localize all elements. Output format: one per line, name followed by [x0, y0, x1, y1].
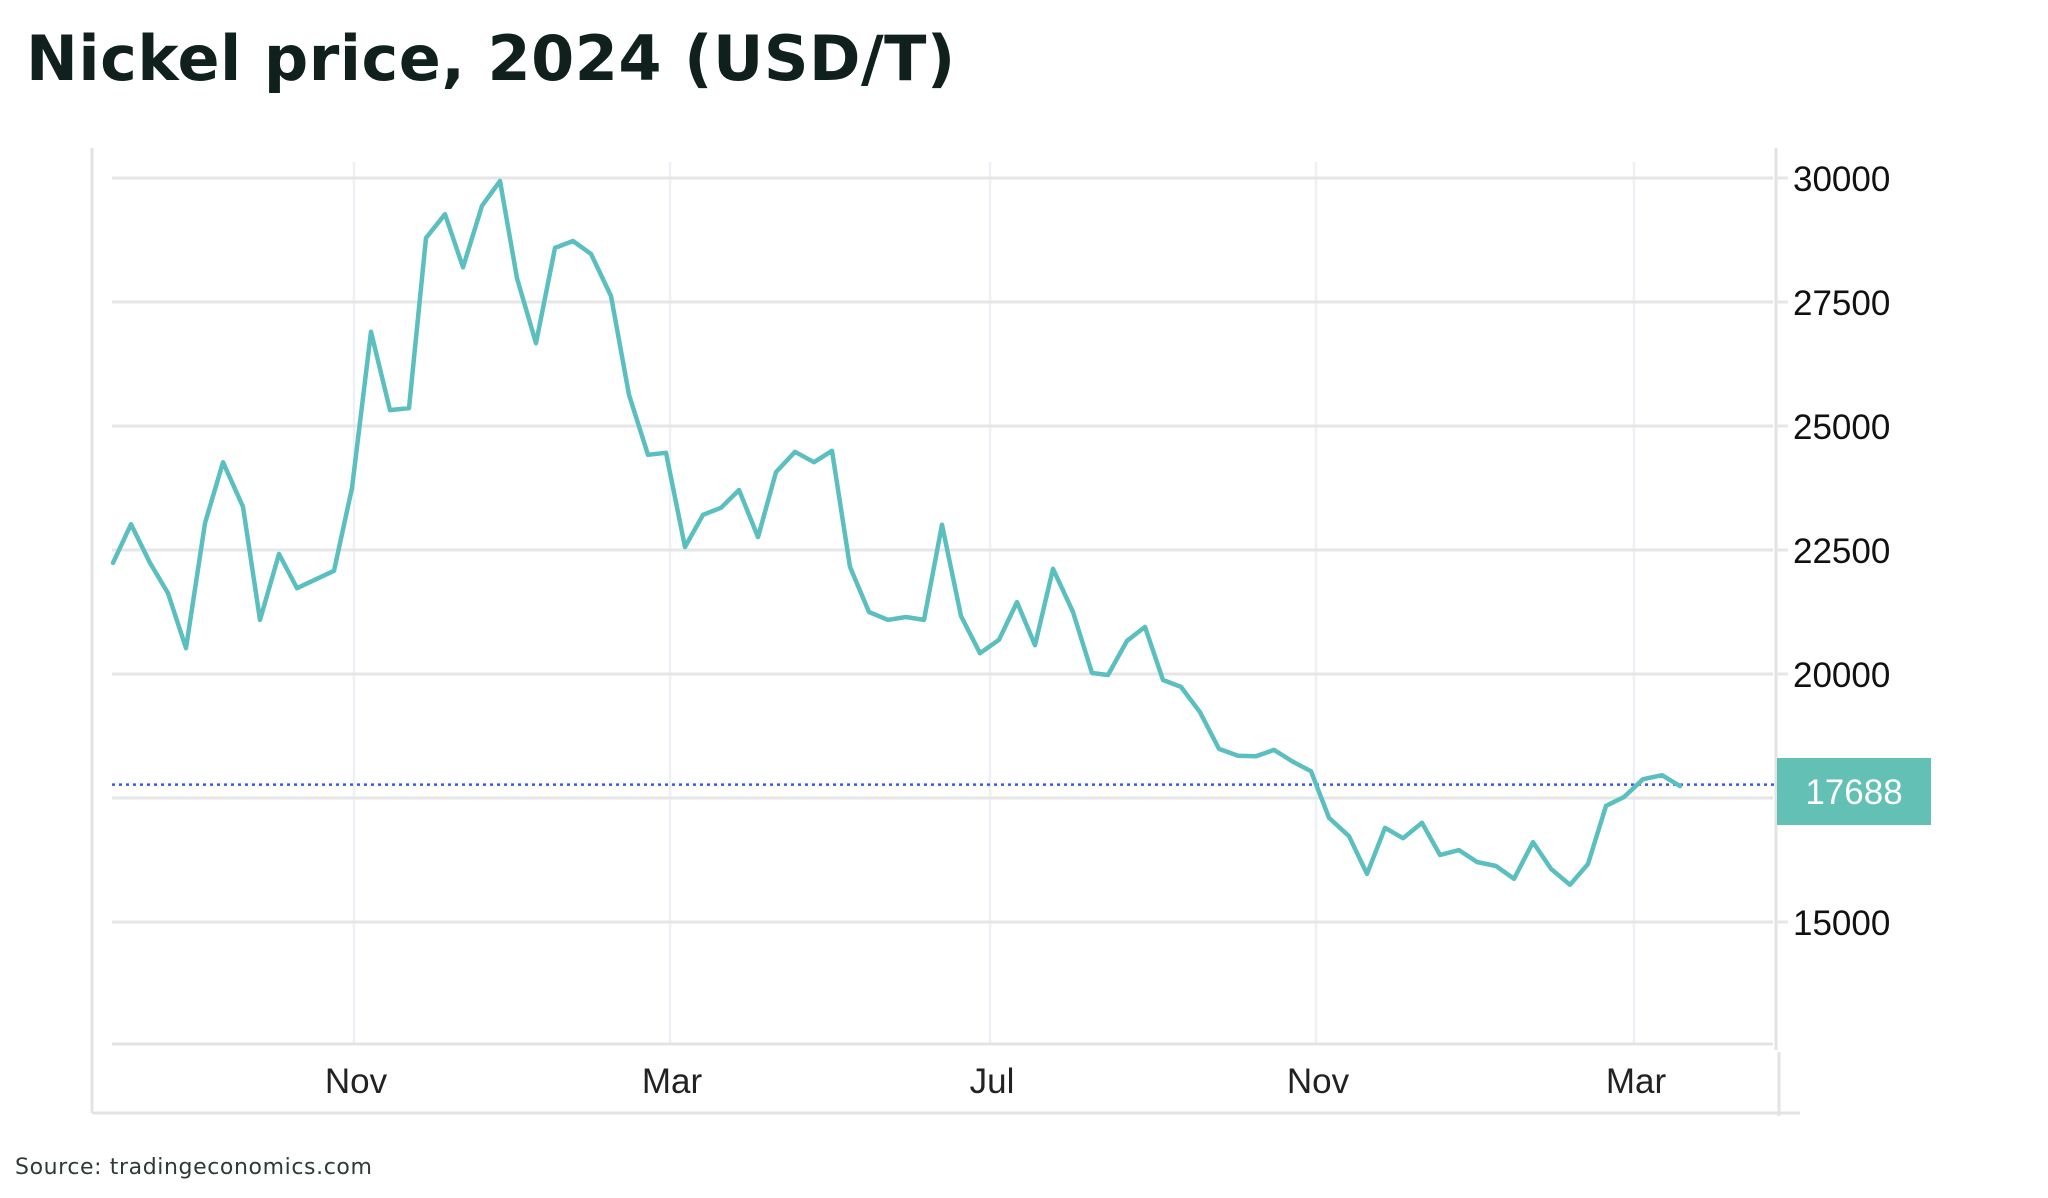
horizontal-gridlines: [112, 176, 1788, 924]
y-tick-label: 15000: [1793, 904, 1890, 943]
x-tick-label: Nov: [1287, 1062, 1350, 1101]
y-tick-label: 22500: [1793, 532, 1890, 571]
y-tick-label: 27500: [1793, 284, 1890, 323]
x-axis-labels: Nov Mar Jul Nov Mar: [325, 1062, 1667, 1101]
x-tick-label: Nov: [325, 1062, 388, 1101]
y-axis-labels: 15000 20000 22500 25000 27500 30000: [1793, 160, 1890, 943]
y-tick-label: 25000: [1793, 408, 1890, 447]
x-tick-label: Mar: [642, 1062, 703, 1101]
y-tick-label: 30000: [1793, 160, 1890, 199]
last-price-badge: 17688: [1777, 758, 1931, 825]
source-note: Source: tradingeconomics.com: [15, 1155, 373, 1180]
vertical-gridlines: [352, 162, 1636, 1044]
x-tick-label: Jul: [970, 1062, 1015, 1101]
x-tick-label: Mar: [1606, 1062, 1667, 1101]
last-price-label: 17688: [1805, 773, 1902, 812]
chart-title: Nickel price, 2024 (USD/T): [26, 22, 956, 95]
y-tick-label: 20000: [1793, 656, 1890, 695]
price-line: [110, 178, 1683, 888]
